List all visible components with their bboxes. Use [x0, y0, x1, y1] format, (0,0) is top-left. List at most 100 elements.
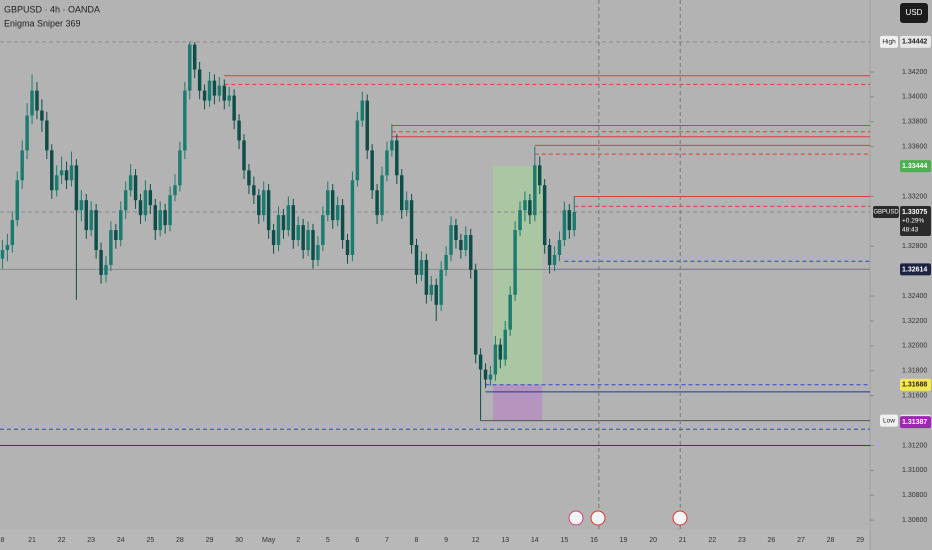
candle-body	[266, 190, 271, 231]
candle-body	[528, 200, 532, 216]
x-tick-label: 28	[176, 537, 184, 544]
countdown-label: 48:43	[902, 227, 919, 234]
candle-body	[567, 210, 572, 231]
candle-body	[316, 245, 320, 260]
y-tick-label: 1.34200	[902, 69, 927, 76]
candle-body	[375, 190, 379, 216]
candle-body	[518, 210, 522, 231]
x-tick-label: 21	[679, 537, 687, 544]
candle-body	[488, 374, 493, 380]
candle-body	[15, 180, 19, 221]
candle-body	[45, 120, 49, 151]
candle-body	[271, 230, 276, 246]
candle-body	[119, 210, 123, 241]
symbol-tag	[873, 206, 899, 219]
candle-body	[138, 200, 143, 216]
candle-body	[74, 165, 79, 211]
candle-body	[143, 190, 148, 216]
candle-body	[444, 254, 448, 270]
candle-body	[84, 200, 88, 231]
candle-body	[20, 150, 24, 181]
candle-body	[69, 165, 74, 181]
y-tick-label: 1.30800	[902, 492, 927, 499]
candle-body	[247, 170, 251, 186]
candle-body	[227, 95, 231, 101]
candle-body	[380, 175, 384, 216]
x-tick-label: 19	[620, 537, 628, 544]
candle-body	[10, 220, 15, 246]
candle-body	[286, 205, 291, 231]
candle-body	[335, 205, 340, 221]
price-tag-label: 1.33444	[902, 163, 927, 170]
y-tick-label: 1.31000	[902, 467, 927, 474]
candle-body	[483, 369, 488, 380]
candle-body	[424, 259, 429, 295]
tag-box	[880, 414, 898, 427]
x-tick-label: 15	[560, 537, 568, 544]
x-tick-label: 23	[87, 537, 95, 544]
candle-body	[94, 210, 98, 250]
candle-body	[222, 85, 227, 101]
candle-body	[350, 180, 355, 255]
time-axis	[0, 530, 870, 550]
event-icons	[568, 510, 688, 526]
candle-body	[513, 230, 517, 295]
candle-body	[562, 210, 567, 241]
candle-body	[89, 210, 93, 231]
candle-body	[40, 110, 44, 121]
candle-body	[188, 44, 192, 91]
candle-body	[123, 190, 128, 211]
candle-body	[542, 185, 547, 246]
candle-body	[439, 269, 443, 305]
candle-body	[212, 80, 217, 96]
candle-body	[148, 190, 153, 206]
tag-box	[880, 35, 898, 48]
price-tag	[900, 35, 931, 48]
y-tick-label: 1.31200	[902, 442, 927, 449]
candle-body	[296, 225, 300, 241]
candle-body	[390, 140, 394, 151]
zone	[492, 384, 543, 421]
candle-body	[178, 150, 182, 186]
candle-body	[5, 245, 10, 250]
candle-body	[508, 294, 512, 330]
x-tick-label: 20	[649, 537, 657, 544]
candle-body	[109, 230, 113, 265]
x-tick-label: 30	[235, 537, 243, 544]
candle-body	[281, 215, 286, 231]
candle-body	[523, 200, 527, 211]
candle-body	[395, 140, 399, 176]
candle-body	[242, 140, 246, 171]
candle-body	[326, 190, 330, 216]
x-tick-label: 28	[827, 537, 835, 544]
y-tick-label: 1.32000	[902, 343, 927, 350]
candle-body	[459, 240, 463, 250]
currency-button[interactable]	[900, 3, 928, 23]
indicator-name: Enigma Sniper 369	[4, 18, 81, 28]
candle-body	[557, 240, 562, 255]
y-tick-label: 1.33800	[902, 119, 927, 126]
candle-body	[261, 190, 266, 216]
candle-body	[252, 185, 256, 196]
candle-body	[207, 80, 212, 101]
x-tick-label: 2	[296, 537, 300, 544]
y-tick-label: 1.33200	[902, 193, 927, 200]
x-tick-label: 7	[385, 537, 389, 544]
candle-body	[202, 90, 207, 101]
candle-body	[232, 95, 236, 121]
x-tick-label: 5	[326, 537, 330, 544]
price-tag-label: 1.31688	[902, 382, 927, 389]
candle-body	[30, 90, 34, 116]
candle-body	[538, 165, 542, 186]
candle-body	[355, 120, 360, 181]
y-tick-label: 1.32400	[902, 293, 927, 300]
price-tag-label: 1.32614	[902, 266, 927, 273]
candle-body	[385, 150, 389, 176]
candle-body	[311, 230, 315, 260]
x-tick-label: 8	[1, 537, 5, 544]
candle-body	[321, 215, 325, 246]
candle-body	[306, 230, 310, 250]
y-tick-label: 1.30600	[902, 517, 927, 524]
change-label: +0.29%	[902, 218, 924, 225]
candle-body	[365, 100, 369, 151]
